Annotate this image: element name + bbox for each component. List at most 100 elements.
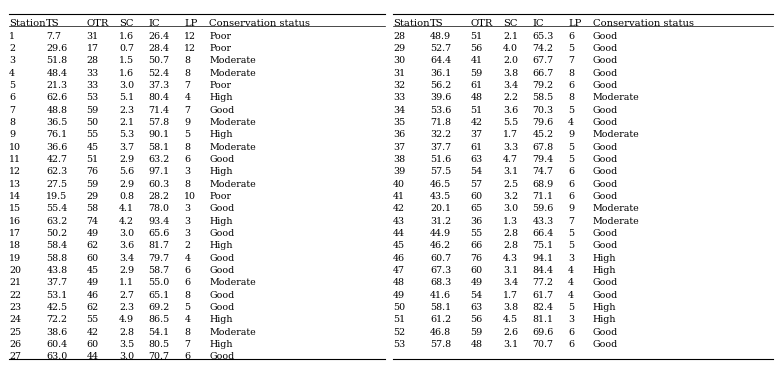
Text: 4: 4 — [184, 315, 191, 324]
Text: 37: 37 — [471, 130, 482, 139]
Text: 6: 6 — [184, 278, 191, 287]
Text: 6: 6 — [568, 180, 574, 189]
Text: 3.4: 3.4 — [503, 81, 518, 90]
Text: High: High — [209, 167, 233, 176]
Text: 59: 59 — [86, 106, 99, 114]
Text: 43.8: 43.8 — [47, 266, 68, 275]
Text: Poor: Poor — [209, 32, 231, 41]
Text: 12: 12 — [184, 32, 196, 41]
Text: Good: Good — [593, 56, 619, 65]
Text: Good: Good — [209, 266, 234, 275]
Text: 9: 9 — [184, 118, 191, 127]
Text: 70.3: 70.3 — [532, 106, 553, 114]
Text: High: High — [209, 340, 233, 349]
Text: 80.4: 80.4 — [149, 93, 170, 102]
Text: 1.7: 1.7 — [503, 130, 518, 139]
Text: 29: 29 — [86, 192, 99, 201]
Text: 38: 38 — [393, 155, 405, 164]
Text: Poor: Poor — [209, 44, 231, 53]
Text: 1.3: 1.3 — [503, 217, 518, 225]
Text: Station: Station — [9, 19, 46, 28]
Text: 2.3: 2.3 — [119, 106, 135, 114]
Text: 46.8: 46.8 — [430, 327, 451, 336]
Text: SC: SC — [503, 19, 517, 28]
Text: 29.6: 29.6 — [47, 44, 68, 53]
Text: 60.7: 60.7 — [430, 253, 451, 263]
Text: 8: 8 — [184, 143, 191, 152]
Text: 41: 41 — [471, 56, 482, 65]
Text: 3.0: 3.0 — [119, 81, 135, 90]
Text: 31: 31 — [86, 32, 99, 41]
Text: 93.4: 93.4 — [149, 217, 170, 225]
Text: 3.7: 3.7 — [119, 143, 135, 152]
Text: Good: Good — [593, 241, 619, 250]
Text: 58.8: 58.8 — [47, 253, 68, 263]
Text: 94.1: 94.1 — [532, 253, 553, 263]
Text: 36: 36 — [393, 130, 405, 139]
Text: 25: 25 — [9, 327, 21, 336]
Text: 48: 48 — [471, 340, 482, 349]
Text: 3: 3 — [184, 217, 191, 225]
Text: Good: Good — [593, 291, 619, 300]
Text: 9: 9 — [568, 204, 574, 213]
Text: 82.4: 82.4 — [532, 303, 553, 312]
Text: 42: 42 — [471, 118, 482, 127]
Text: 33: 33 — [86, 69, 99, 78]
Text: 5.3: 5.3 — [119, 130, 135, 139]
Text: 45.2: 45.2 — [532, 130, 553, 139]
Text: 90.1: 90.1 — [149, 130, 170, 139]
Text: 60: 60 — [86, 253, 99, 263]
Text: 31: 31 — [393, 69, 405, 78]
Text: 45: 45 — [393, 241, 405, 250]
Text: 32: 32 — [393, 81, 405, 90]
Text: 4: 4 — [9, 69, 15, 78]
Text: 66.7: 66.7 — [532, 69, 554, 78]
Text: 36.1: 36.1 — [430, 69, 451, 78]
Text: 72.2: 72.2 — [47, 315, 68, 324]
Text: 17: 17 — [9, 229, 21, 238]
Text: 5: 5 — [568, 241, 574, 250]
Text: 51: 51 — [471, 106, 482, 114]
Text: 32.2: 32.2 — [430, 130, 451, 139]
Text: 6: 6 — [184, 155, 191, 164]
Text: 67.8: 67.8 — [532, 143, 553, 152]
Text: 44: 44 — [393, 229, 405, 238]
Text: 48.9: 48.9 — [430, 32, 451, 41]
Text: 46: 46 — [393, 253, 405, 263]
Text: 63: 63 — [471, 155, 482, 164]
Text: High: High — [209, 93, 233, 102]
Text: 5: 5 — [184, 303, 191, 312]
Text: 17: 17 — [86, 44, 99, 53]
Text: Good: Good — [209, 303, 234, 312]
Text: 62: 62 — [86, 303, 99, 312]
Text: 16: 16 — [9, 217, 21, 225]
Text: 56: 56 — [471, 315, 482, 324]
Text: 28: 28 — [86, 56, 99, 65]
Text: 3.6: 3.6 — [503, 106, 518, 114]
Text: 62.6: 62.6 — [47, 93, 68, 102]
Text: Moderate: Moderate — [209, 143, 256, 152]
Text: 2.9: 2.9 — [119, 180, 135, 189]
Text: 5: 5 — [9, 81, 16, 90]
Text: 43.3: 43.3 — [532, 217, 554, 225]
Text: 42.5: 42.5 — [47, 303, 68, 312]
Text: Good: Good — [593, 180, 619, 189]
Text: 11: 11 — [9, 155, 21, 164]
Text: 4: 4 — [568, 118, 574, 127]
Text: 8: 8 — [9, 118, 15, 127]
Text: 4: 4 — [568, 291, 574, 300]
Text: 8: 8 — [184, 291, 191, 300]
Text: 45: 45 — [86, 143, 99, 152]
Text: Moderate: Moderate — [209, 327, 256, 336]
Text: 12: 12 — [9, 167, 21, 176]
Text: 42: 42 — [86, 327, 99, 336]
Text: 60: 60 — [86, 340, 99, 349]
Text: 2.8: 2.8 — [119, 327, 135, 336]
Text: Good: Good — [593, 327, 619, 336]
Text: Station: Station — [393, 19, 429, 28]
Text: 39: 39 — [393, 167, 405, 176]
Text: 38.6: 38.6 — [47, 327, 68, 336]
Text: 3.8: 3.8 — [503, 69, 518, 78]
Text: 80.5: 80.5 — [149, 340, 170, 349]
Text: 6: 6 — [184, 266, 191, 275]
